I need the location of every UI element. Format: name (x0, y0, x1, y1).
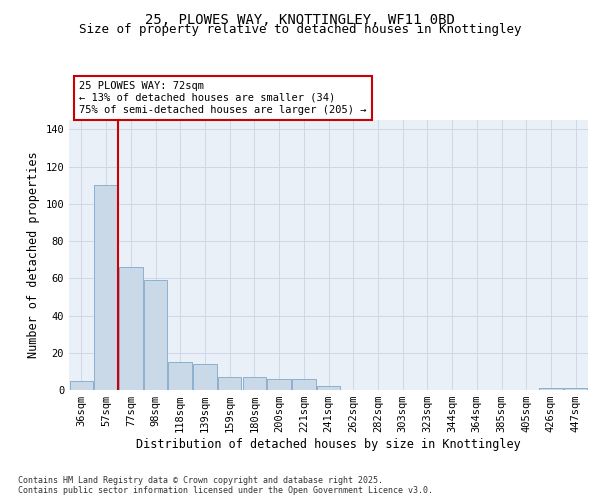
Bar (218, 377, 241, 390)
Bar (292, 379, 316, 390)
Bar (193, 364, 217, 390)
Bar (242, 377, 266, 390)
Bar (169, 362, 192, 390)
Text: 25, PLOWES WAY, KNOTTINGLEY, WF11 0BD: 25, PLOWES WAY, KNOTTINGLEY, WF11 0BD (145, 12, 455, 26)
Bar (539, 388, 563, 390)
Bar (268, 379, 291, 390)
Bar (317, 386, 340, 390)
Bar (119, 267, 143, 390)
Bar (144, 280, 167, 390)
Bar (94, 185, 118, 390)
Text: Size of property relative to detached houses in Knottingley: Size of property relative to detached ho… (79, 22, 521, 36)
Text: Contains HM Land Registry data © Crown copyright and database right 2025.
Contai: Contains HM Land Registry data © Crown c… (18, 476, 433, 495)
Bar (70, 380, 93, 390)
Bar (564, 388, 587, 390)
Y-axis label: Number of detached properties: Number of detached properties (27, 152, 40, 358)
Text: 25 PLOWES WAY: 72sqm
← 13% of detached houses are smaller (34)
75% of semi-detac: 25 PLOWES WAY: 72sqm ← 13% of detached h… (79, 82, 367, 114)
X-axis label: Distribution of detached houses by size in Knottingley: Distribution of detached houses by size … (136, 438, 521, 451)
